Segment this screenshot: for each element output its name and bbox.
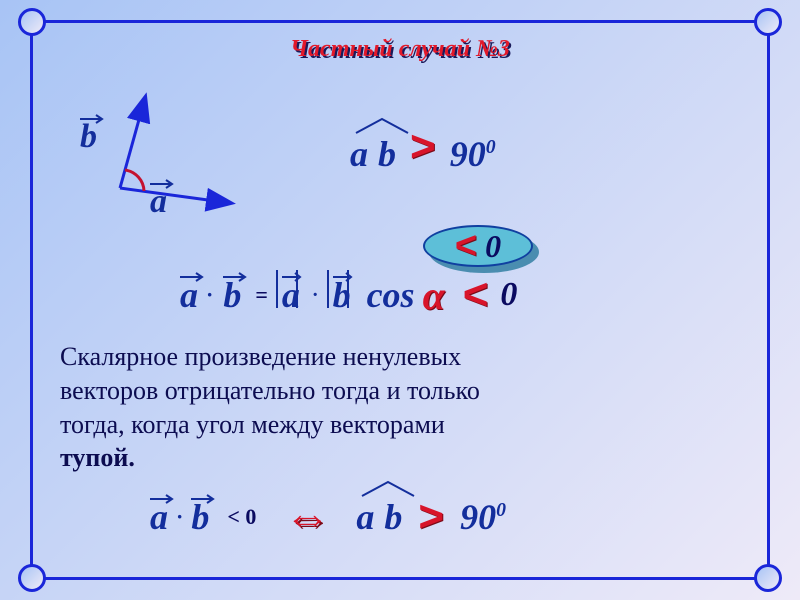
angle-value: 900	[460, 496, 506, 538]
slide: Частный случай №3 b a a b > 900	[0, 0, 800, 600]
frame-corner	[754, 8, 782, 36]
frame-corner	[754, 564, 782, 592]
zero: 0	[500, 276, 517, 314]
dot-product-equation: a · b = a · b cos α < 0	[180, 270, 517, 320]
cos-label: cos	[367, 274, 415, 316]
slide-title: Частный случай №3	[0, 36, 800, 63]
body-line: Скалярное произведение ненулевых	[60, 340, 740, 374]
zero: 0	[485, 228, 501, 265]
angle-hat-icon: a b	[350, 133, 396, 175]
less-than-icon: <	[463, 270, 489, 320]
greater-than-icon: >	[418, 492, 444, 542]
less-than-icon: < 0	[227, 504, 256, 530]
ellipse-badge: < 0	[423, 225, 543, 269]
alpha-icon: α	[423, 272, 445, 319]
body-line: векторов отрицательно тогда и только	[60, 374, 740, 408]
bottom-equivalence: a · b < 0 ⇔ a b > 900	[150, 490, 506, 544]
dot-icon: ·	[176, 504, 183, 530]
angle-hat-icon: a b	[356, 496, 402, 538]
dot-icon: ·	[206, 282, 213, 308]
label-a: a	[150, 183, 167, 221]
label-b: b	[80, 118, 97, 156]
iff-icon: ⇔	[284, 490, 330, 544]
angle-value: 900	[450, 133, 496, 175]
vectors-svg	[80, 88, 260, 218]
equals-icon: =	[255, 282, 268, 308]
frame-corner	[18, 8, 46, 36]
body-line: тогда, когда угол между векторами	[60, 408, 740, 442]
less-than-icon: <	[455, 225, 477, 268]
vector-diagram: b a	[80, 88, 260, 208]
body-text: Скалярное произведение ненулевых векторо…	[60, 340, 740, 475]
frame-corner	[18, 564, 46, 592]
body-line: тупой.	[60, 441, 740, 475]
angle-expression-top: a b > 900	[350, 122, 496, 175]
dot-icon: ·	[312, 284, 319, 307]
